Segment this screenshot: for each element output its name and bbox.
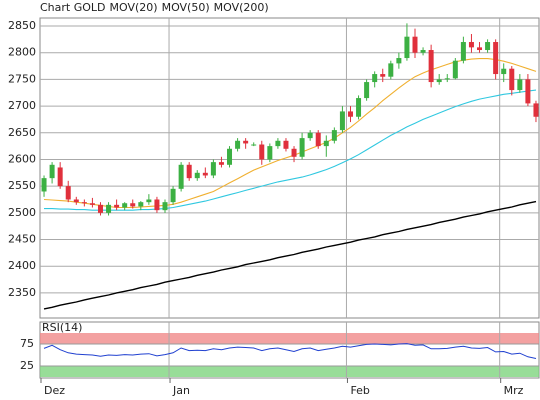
candle-body [477,47,483,51]
rsi-tick-label: 25 [20,359,34,372]
candle-body [291,148,297,157]
candle-body [356,98,362,117]
y-tick-label: 2600 [8,152,36,165]
chart-title: Chart GOLD [40,1,106,14]
candle-body [49,164,55,179]
candle-body [331,130,337,141]
y-tick-label: 2750 [8,72,36,85]
candle-body [194,172,200,179]
candle-body [202,172,208,176]
candle-body [283,140,289,149]
plot-frame [39,17,540,319]
candle-body [339,111,345,131]
candle-body [501,68,507,75]
candle-body [89,203,95,205]
x-tick-label: Feb [350,384,369,397]
candle-body [533,103,539,117]
candle-body [73,199,79,203]
rsi-title: RSI(14) [42,321,82,334]
candle-body [227,148,233,165]
y-tick-label: 2550 [8,179,36,192]
candle-body [412,36,418,53]
candle-body [130,203,136,207]
candle-body [493,42,499,75]
candle-body [323,140,329,147]
candle-body [251,144,257,146]
legend-entry: MOV(20) [110,1,158,14]
candle-body [372,74,378,83]
y-tick-label: 2400 [8,259,36,272]
legend-entry: MOV(200) [214,1,269,14]
candle-body [315,132,321,147]
y-tick-label: 2450 [8,233,36,246]
candle-body [154,199,160,211]
candle-body [380,74,386,77]
x-tick-label: Jan [172,384,190,397]
rsi-line [43,343,537,359]
candle-body [106,204,112,213]
candle-body [122,203,128,208]
candle-body [388,63,394,77]
x-tick-label: Mrz [504,384,524,397]
candle-body [517,79,523,91]
candle-body [468,42,474,48]
legend-entry: MOV(50) [162,1,210,14]
rsi-frame [39,321,540,379]
moving-average [43,200,537,310]
candle-body [81,202,87,204]
y-tick-label: 2650 [8,126,36,139]
candle-body [404,36,410,59]
y-tick-label: 2500 [8,206,36,219]
candle-body [307,132,313,139]
candle-body [460,42,466,61]
y-tick-label: 2350 [8,286,36,299]
candle-body [97,204,103,213]
oversold-band [40,366,539,377]
candle-body [57,167,63,187]
candle-body [259,144,265,160]
y-tick-label: 2700 [8,99,36,112]
candle-body [218,162,224,165]
candle-body [525,79,531,104]
candle-body [41,178,47,192]
candle-body [267,146,273,160]
candle-body [364,82,370,99]
moving-average [44,89,537,211]
y-tick-label: 2800 [8,46,36,59]
candle-body [243,140,249,144]
candle-body [428,50,434,83]
candle-body [485,42,491,51]
candle-body [178,164,184,189]
candle-body [114,204,120,208]
rsi-tick-label: 75 [20,337,34,350]
candle-body [170,188,176,203]
candle-body [444,78,450,80]
candle-body [186,164,192,179]
candle-body [436,79,442,83]
candle-body [235,140,241,149]
y-tick-label: 2850 [8,19,36,32]
candle-body [509,68,515,91]
candle-body [210,162,216,176]
candle-body [420,50,426,53]
overbought-band [40,333,539,344]
candle-body [65,186,71,200]
candle-body [396,58,402,64]
candle-body [275,140,281,147]
candle-body [162,202,168,211]
candle-body [138,202,144,207]
x-tick-label: Dez [44,384,65,397]
candle-body [452,60,458,79]
candle-body [146,199,152,203]
candle-body [347,111,353,117]
candle-body [299,138,305,157]
